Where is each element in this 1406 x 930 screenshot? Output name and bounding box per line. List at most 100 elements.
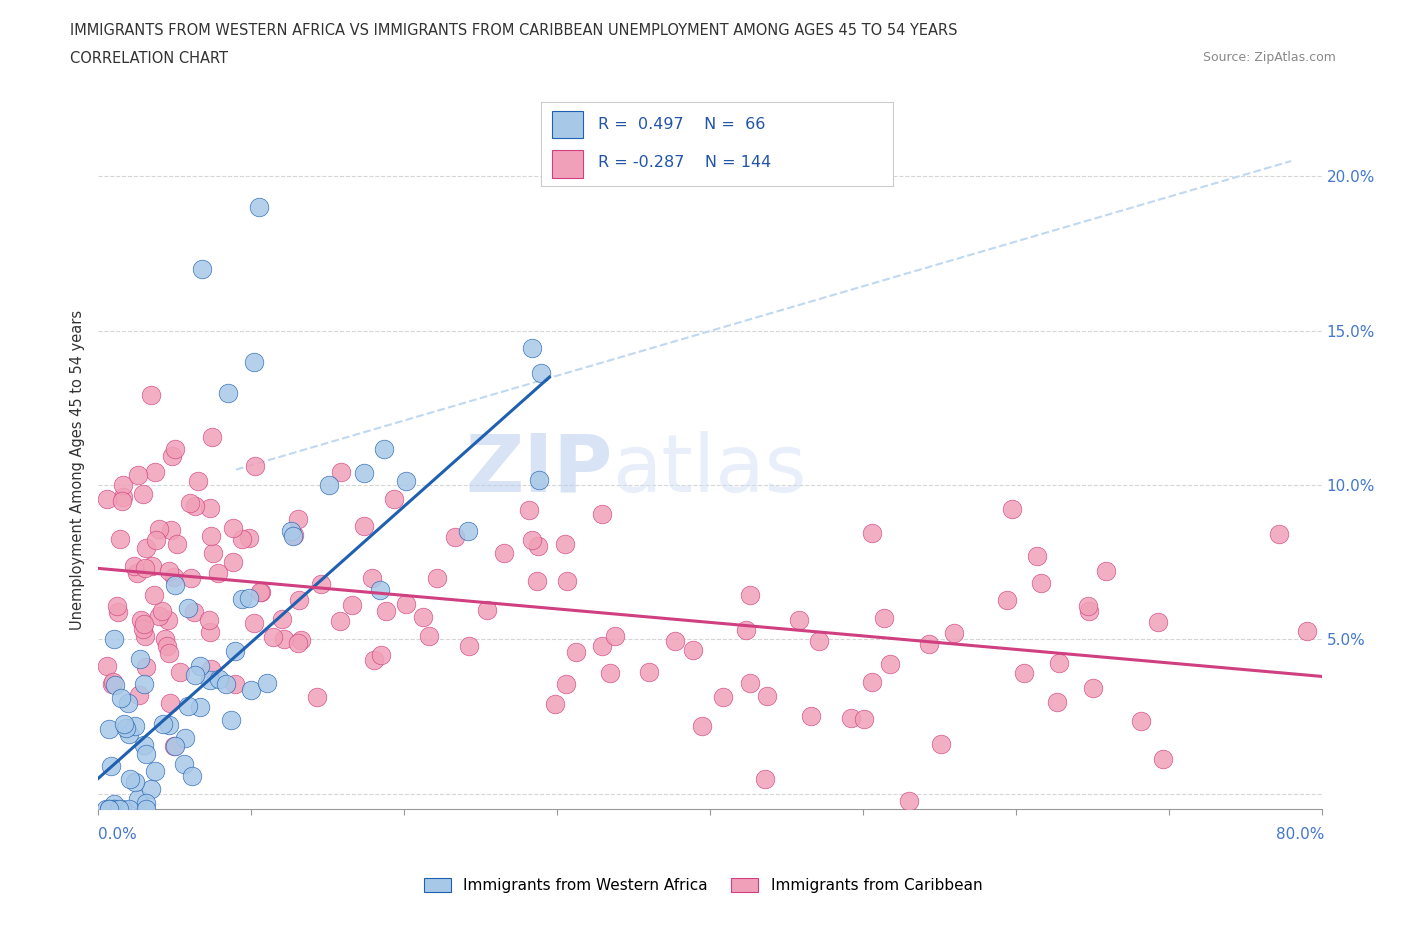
Point: [97, 802, 120, 817]
Text: R =  0.497    N =  66: R = 0.497 N = 66: [598, 117, 765, 132]
Point: [124, 775, 146, 790]
Point: [288, 593, 311, 608]
Point: [132, 622, 155, 637]
Point: [222, 521, 245, 536]
Point: [141, 559, 163, 574]
Point: [134, 676, 156, 691]
Point: [162, 738, 184, 753]
Point: [184, 498, 207, 513]
Point: [740, 588, 762, 603]
Point: [520, 532, 543, 547]
Bar: [551, 150, 583, 178]
Point: [353, 466, 375, 481]
Point: [215, 676, 238, 691]
Point: [554, 676, 576, 691]
Point: [800, 709, 823, 724]
Point: [530, 365, 553, 380]
Point: [118, 802, 141, 817]
Point: [163, 569, 186, 584]
Point: [517, 502, 540, 517]
Y-axis label: Unemployment Among Ages 45 to 54 years: Unemployment Among Ages 45 to 54 years: [70, 310, 86, 630]
Point: [94, 802, 117, 817]
Point: [110, 690, 132, 705]
Point: [135, 802, 157, 817]
Point: [287, 512, 309, 527]
Point: [143, 764, 166, 778]
Point: [103, 802, 125, 817]
Point: [134, 561, 156, 576]
Point: [191, 261, 214, 276]
Point: [370, 647, 392, 662]
Point: [526, 574, 548, 589]
Point: [198, 672, 221, 687]
Point: [127, 791, 149, 806]
Point: [373, 441, 395, 456]
Point: [1012, 666, 1035, 681]
Point: [118, 727, 141, 742]
Point: [395, 596, 418, 611]
Point: [152, 717, 174, 732]
Point: [554, 537, 576, 551]
Point: [287, 635, 309, 650]
Point: [243, 354, 266, 369]
Point: [190, 700, 212, 715]
Point: [565, 645, 588, 660]
Point: [103, 802, 125, 817]
Point: [475, 603, 498, 618]
Point: [353, 518, 375, 533]
Point: [329, 614, 352, 629]
Point: [159, 695, 181, 710]
Point: [664, 633, 686, 648]
Point: [198, 501, 221, 516]
Point: [1129, 714, 1152, 729]
Point: [111, 490, 134, 505]
Point: [139, 387, 162, 402]
Point: [305, 689, 328, 704]
Point: [127, 468, 149, 483]
Point: [135, 796, 157, 811]
Point: [155, 639, 177, 654]
Point: [382, 491, 405, 506]
Point: [201, 430, 224, 445]
Point: [173, 730, 195, 745]
Point: [1026, 549, 1049, 564]
Point: [200, 528, 222, 543]
Point: [111, 494, 134, 509]
Point: [143, 465, 166, 480]
Point: [262, 630, 284, 644]
Point: [520, 341, 543, 356]
Point: [370, 583, 392, 598]
Point: [360, 571, 382, 586]
Point: [148, 522, 170, 537]
Point: [135, 659, 157, 674]
Point: [114, 721, 136, 736]
Point: [995, 592, 1018, 607]
Point: [280, 524, 302, 538]
Point: [395, 473, 418, 488]
Point: [184, 668, 207, 683]
Point: [557, 574, 579, 589]
Point: [163, 578, 186, 593]
Point: [108, 531, 131, 546]
Point: [879, 657, 901, 671]
Point: [139, 781, 162, 796]
Point: [183, 604, 205, 619]
Point: [755, 689, 778, 704]
Point: [238, 591, 260, 605]
Point: [98, 722, 121, 737]
Point: [1083, 681, 1105, 696]
Point: [135, 747, 157, 762]
Text: IMMIGRANTS FROM WESTERN AFRICA VS IMMIGRANTS FROM CARIBBEAN UNEMPLOYMENT AMONG A: IMMIGRANTS FROM WESTERN AFRICA VS IMMIGR…: [70, 23, 957, 38]
Point: [638, 665, 661, 680]
Point: [111, 802, 134, 817]
Point: [160, 523, 183, 538]
Point: [181, 769, 204, 784]
Point: [527, 538, 550, 553]
Point: [839, 711, 862, 725]
Point: [100, 758, 122, 773]
Point: [247, 200, 270, 215]
Point: [198, 625, 221, 640]
Text: atlas: atlas: [612, 431, 807, 509]
Point: [329, 465, 352, 480]
Point: [217, 385, 239, 400]
